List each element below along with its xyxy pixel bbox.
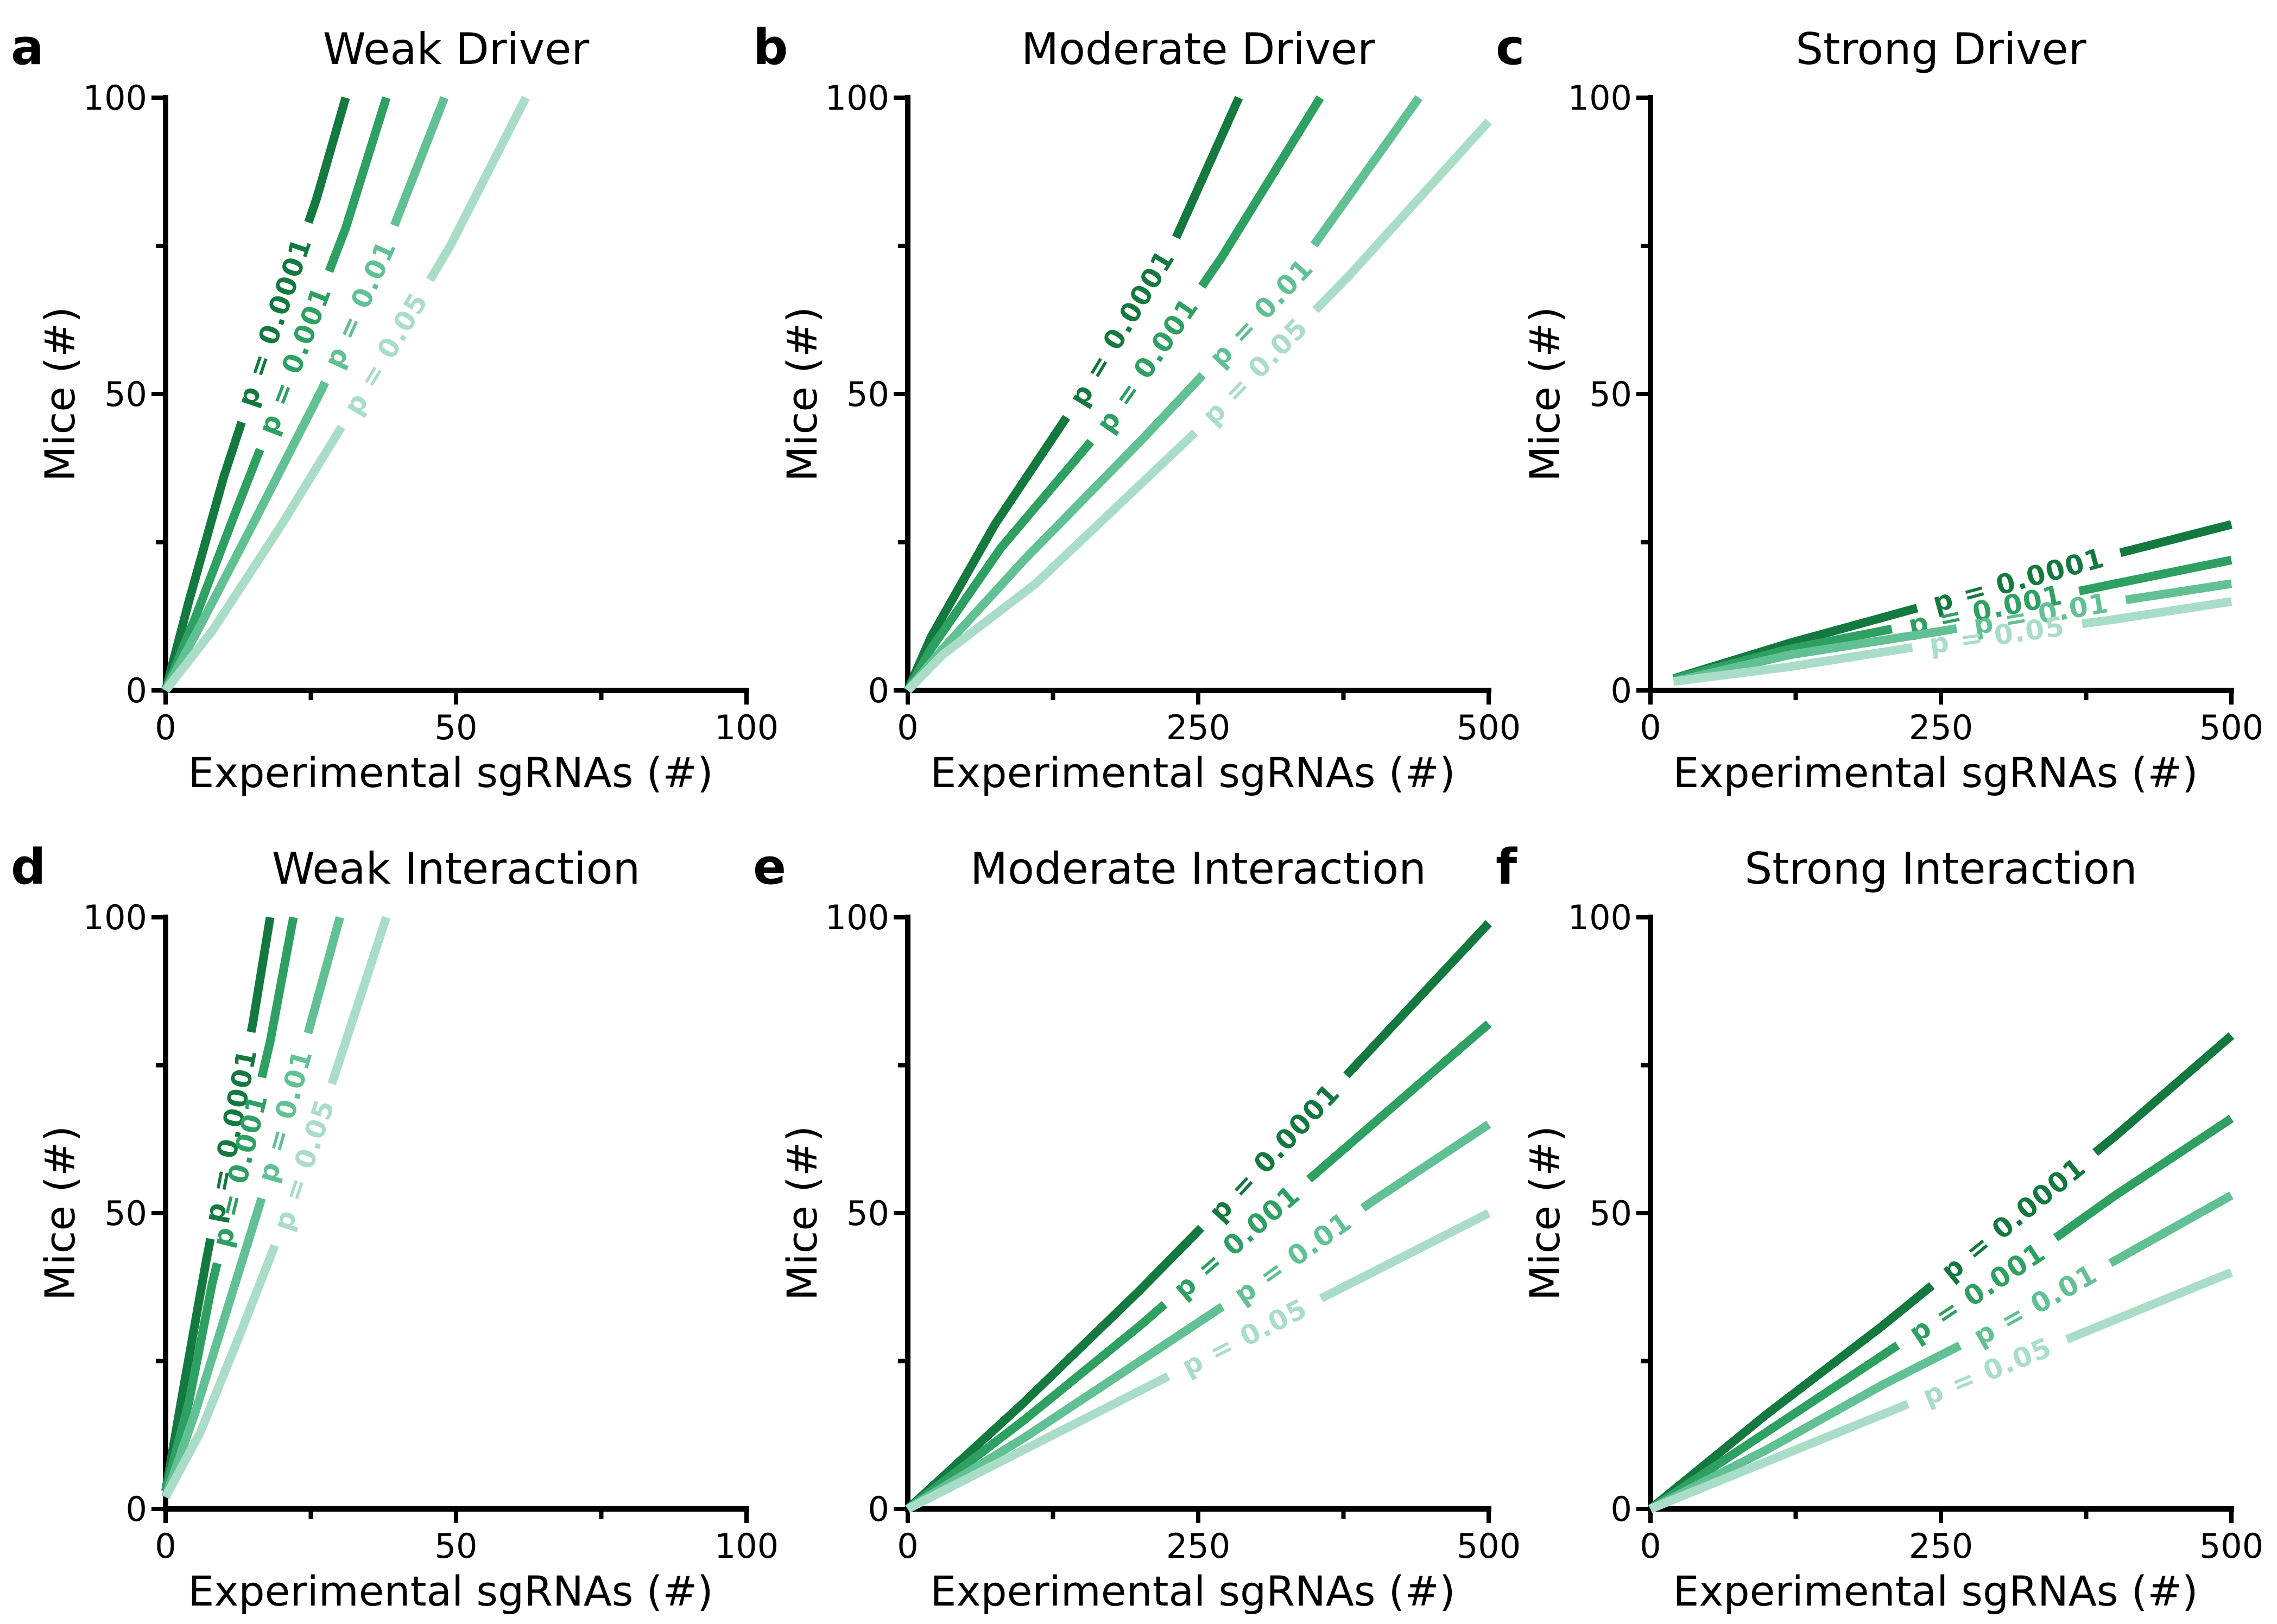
x-tick-label: 250 [1166,708,1230,747]
series-line-p-0-05 [161,916,391,1499]
x-tick-label: 500 [1457,708,1521,747]
y-tick-label: 0 [868,1489,889,1529]
x-tick-label: 250 [1166,1526,1230,1566]
series-line-p-0-0001 [1647,1032,2235,1513]
series-line-p-0-0001 [903,96,1243,693]
x-tick-label: 0 [897,1526,918,1566]
y-tick-label: 50 [846,375,889,414]
y-tick-label: 50 [1589,1194,1632,1233]
x-tick-label: 500 [2199,708,2263,747]
series-line-p-0-001 [1648,1114,2234,1513]
y-axis-label: Mice (#) [1521,1126,1569,1301]
x-tick-label: 250 [1909,708,1973,747]
panel-c: c Strong Driver 0 50 100 0 250 500Experimental … [1496,19,2263,797]
axis-lines [1648,915,2234,1512]
x-axis-label: Experimental sgRNAs (#) [188,748,713,797]
series-line-p-0-001 [161,96,391,693]
panel-letter: c [1496,19,1525,76]
y-tick-label: 100 [83,898,147,937]
panel-e: e Moderate Interaction 0 50 100 0 250 500Experi… [753,839,1521,1615]
x-axis-label: Experimental sgRNAs (#) [1673,1567,2198,1615]
series-line-p-0-001 [1672,555,2232,683]
series-line-p-0-01 [1648,1191,2234,1513]
series-line-p-0-01 [1673,579,2232,686]
series-line-p-0-0001 [161,916,275,1492]
panel-letter: e [753,839,786,896]
panel-title: Weak Driver [323,24,590,74]
x-tick-label: 50 [435,1526,478,1566]
y-axis-label: Mice (#) [36,1126,84,1301]
x-axis-label: Experimental sgRNAs (#) [930,1567,1455,1615]
series-line-p-0-001 [905,1020,1492,1513]
y-tick-label: 100 [1568,78,1632,118]
panel-letter: b [753,19,788,76]
y-axis-label: Mice (#) [778,1126,826,1301]
series-line-p-0-01 [905,1120,1491,1513]
x-tick-label: 50 [435,708,478,747]
series-line-p-0-05 [1673,597,2232,686]
y-axis-label: Mice (#) [1521,307,1569,481]
series-line-p-0-05 [1648,1268,2234,1513]
y-tick-label: 0 [868,671,889,710]
series-line-p-0-0001 [905,920,1492,1512]
series-line-p-0-05 [906,1209,1491,1513]
series-line-p-0-001 [161,916,298,1493]
y-tick-label: 50 [104,375,147,414]
y-axis-label: Mice (#) [778,307,826,481]
y-tick-label: 100 [83,78,147,118]
series-line-p-0-01 [904,95,1423,694]
panel-title: Strong Driver [1795,24,2086,74]
x-tick-label: 0 [1640,708,1661,747]
y-tick-label: 0 [1611,671,1632,710]
series-line-p-0-05 [162,96,530,693]
series-line-p-0-05 [905,118,1492,694]
y-tick-label: 0 [1611,1489,1632,1529]
y-tick-label: 50 [846,1194,889,1233]
axis-lines [905,915,1491,1512]
y-axis-label: Mice (#) [36,307,84,481]
x-tick-label: 100 [714,1526,779,1566]
x-axis-label: Experimental sgRNAs (#) [188,1567,713,1615]
series-line-p-0-01 [161,96,449,693]
x-tick-label: 0 [897,708,918,747]
x-tick-label: 500 [1457,1526,1521,1566]
x-tick-label: 0 [1640,1526,1661,1566]
x-axis-label: Experimental sgRNAs (#) [930,748,1455,797]
x-tick-label: 100 [714,708,779,747]
y-tick-label: 100 [825,898,889,937]
panel-letter: f [1496,839,1517,896]
x-tick-label: 0 [155,708,176,747]
series-line-p-0-0001 [161,96,350,692]
panel-title: Weak Interaction [272,843,640,894]
panel-title: Moderate Interaction [970,843,1426,894]
y-tick-label: 100 [825,78,889,118]
panel-letter: d [11,839,46,896]
panel-title: Moderate Driver [1021,24,1375,74]
x-tick-label: 500 [2199,1526,2263,1566]
panel-letter: a [11,19,44,76]
y-tick-label: 50 [104,1194,147,1233]
y-tick-label: 0 [126,671,147,710]
series-line-p-0-01 [161,916,344,1499]
series-line-p-0-001 [904,95,1324,693]
y-tick-label: 50 [1589,375,1632,414]
x-tick-label: 250 [1909,1526,1973,1566]
y-tick-label: 100 [1568,898,1632,937]
y-tick-label: 0 [126,1489,147,1529]
x-tick-label: 0 [155,1526,176,1566]
panel-f: f Strong Interaction 0 50 100 0 250 500Experime… [1496,839,2263,1615]
panel-title: Strong Interaction [1744,843,2137,894]
panel-b: b Moderate Driver 0 50 100 0 250 500Experimenta… [753,19,1521,797]
x-axis-label: Experimental sgRNAs (#) [1673,748,2198,797]
